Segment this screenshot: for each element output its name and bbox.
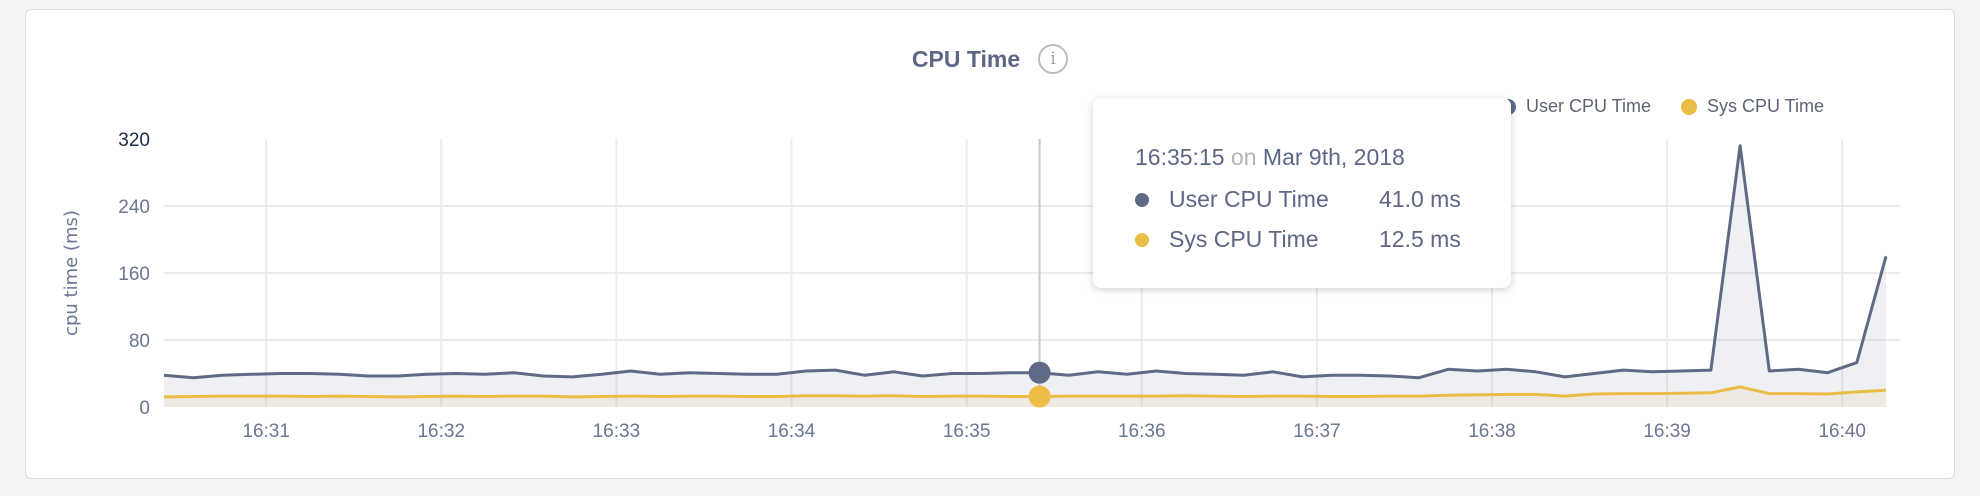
y-tick-label: 320	[118, 130, 150, 151]
series-area-0	[164, 145, 1886, 407]
chart-card	[25, 9, 1955, 479]
tooltip-on: on	[1230, 144, 1257, 170]
tooltip-date: Mar 9th, 2018	[1262, 144, 1405, 170]
chart-title-row: CPU Time i	[0, 44, 1980, 74]
x-tick-label: 16:31	[242, 421, 290, 442]
info-icon[interactable]: i	[1038, 44, 1069, 74]
legend-item-user[interactable]: User CPU Time	[1500, 96, 1651, 117]
y-tick-label: 0	[139, 398, 150, 419]
legend: User CPU Time Sys CPU Time	[1500, 96, 1824, 117]
y-tick-label: 160	[118, 264, 150, 285]
y-tick-label: 80	[129, 331, 150, 352]
x-tick-label: 16:35	[943, 421, 991, 442]
x-tick-label: 16:39	[1643, 421, 1691, 442]
y-axis-label: cpu time (ms)	[61, 210, 82, 336]
legend-label-sys: Sys CPU Time	[1707, 96, 1825, 116]
tooltip-row-sys: Sys CPU Time 12.5 ms	[1135, 226, 1461, 253]
x-tick-label: 16:38	[1468, 421, 1516, 442]
x-tick-label: 16:34	[768, 421, 816, 442]
tooltip-value-user: 41.0 ms	[1379, 186, 1461, 212]
hover-dot-0	[1028, 361, 1051, 384]
hover-dot-1	[1028, 385, 1051, 408]
legend-dot-sys	[1681, 98, 1698, 115]
tooltip-row-user: User CPU Time 41.0 ms	[1135, 186, 1461, 213]
tooltip-dot-sys	[1135, 232, 1149, 247]
x-tick-label: 16:37	[1293, 421, 1341, 442]
tooltip-dot-user	[1135, 192, 1149, 207]
tooltip-label-sys: Sys CPU Time	[1169, 226, 1319, 252]
tooltip-label-user: User CPU Time	[1169, 186, 1329, 212]
series-line-0	[163, 144, 1888, 380]
tooltip-value-sys: 12.5 ms	[1379, 226, 1461, 252]
tooltip-header: 16:35:15 on Mar 9th, 2018	[1135, 144, 1405, 171]
x-tick-label: 16:32	[417, 421, 465, 442]
x-tick-label: 16:40	[1818, 421, 1866, 442]
legend-item-sys[interactable]: Sys CPU Time	[1681, 96, 1824, 117]
y-tick-label: 240	[118, 197, 150, 218]
x-tick-label: 16:33	[593, 421, 641, 442]
series-line-1	[163, 385, 1887, 399]
chart-title: CPU Time	[911, 45, 1021, 72]
legend-label-user: User CPU Time	[1526, 96, 1652, 116]
tooltip: 16:35:15 on Mar 9th, 2018 User CPU Time …	[1093, 98, 1511, 288]
x-tick-label: 16:36	[1118, 421, 1166, 442]
tooltip-time: 16:35:15	[1135, 144, 1225, 170]
